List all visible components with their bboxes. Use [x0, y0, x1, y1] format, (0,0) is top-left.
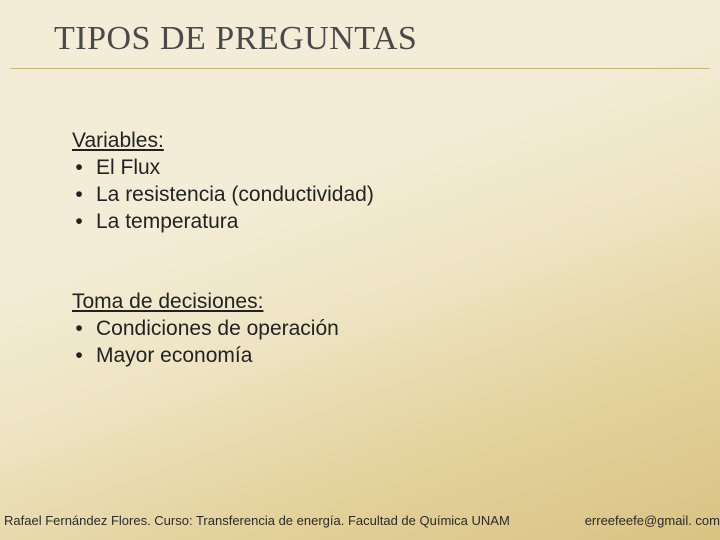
section-decisiones: Toma de decisiones: • Condiciones de ope… — [72, 290, 720, 370]
bullet-icon: • — [72, 343, 86, 370]
list-item: • Condiciones de operación — [72, 316, 720, 343]
list-item: • La temperatura — [72, 209, 720, 236]
slide-content: Variables: • El Flux • La resistencia (c… — [0, 69, 720, 369]
footer-left: Rafael Fernández Flores. Curso: Transfer… — [4, 513, 510, 528]
list-item-text: La temperatura — [96, 209, 238, 236]
section-heading: Variables: — [72, 129, 720, 153]
bullet-icon: • — [72, 182, 86, 209]
list-item: • La resistencia (conductividad) — [72, 182, 720, 209]
list-item-text: Condiciones de operación — [96, 316, 339, 343]
list-item: • El Flux — [72, 155, 720, 182]
section-variables: Variables: • El Flux • La resistencia (c… — [72, 129, 720, 236]
bullet-icon: • — [72, 316, 86, 343]
slide-footer: Rafael Fernández Flores. Curso: Transfer… — [0, 513, 720, 528]
slide-title: TIPOS DE PREGUNTAS — [0, 20, 720, 64]
list-item-text: La resistencia (conductividad) — [96, 182, 374, 209]
list-item-text: Mayor economía — [96, 343, 252, 370]
list-item-text: El Flux — [96, 155, 160, 182]
slide: TIPOS DE PREGUNTAS Variables: • El Flux … — [0, 0, 720, 540]
footer-right: erreefeefe@gmail. com — [585, 513, 720, 528]
bullet-icon: • — [72, 209, 86, 236]
bullet-icon: • — [72, 155, 86, 182]
list-item: • Mayor economía — [72, 343, 720, 370]
section-heading: Toma de decisiones: — [72, 290, 720, 314]
